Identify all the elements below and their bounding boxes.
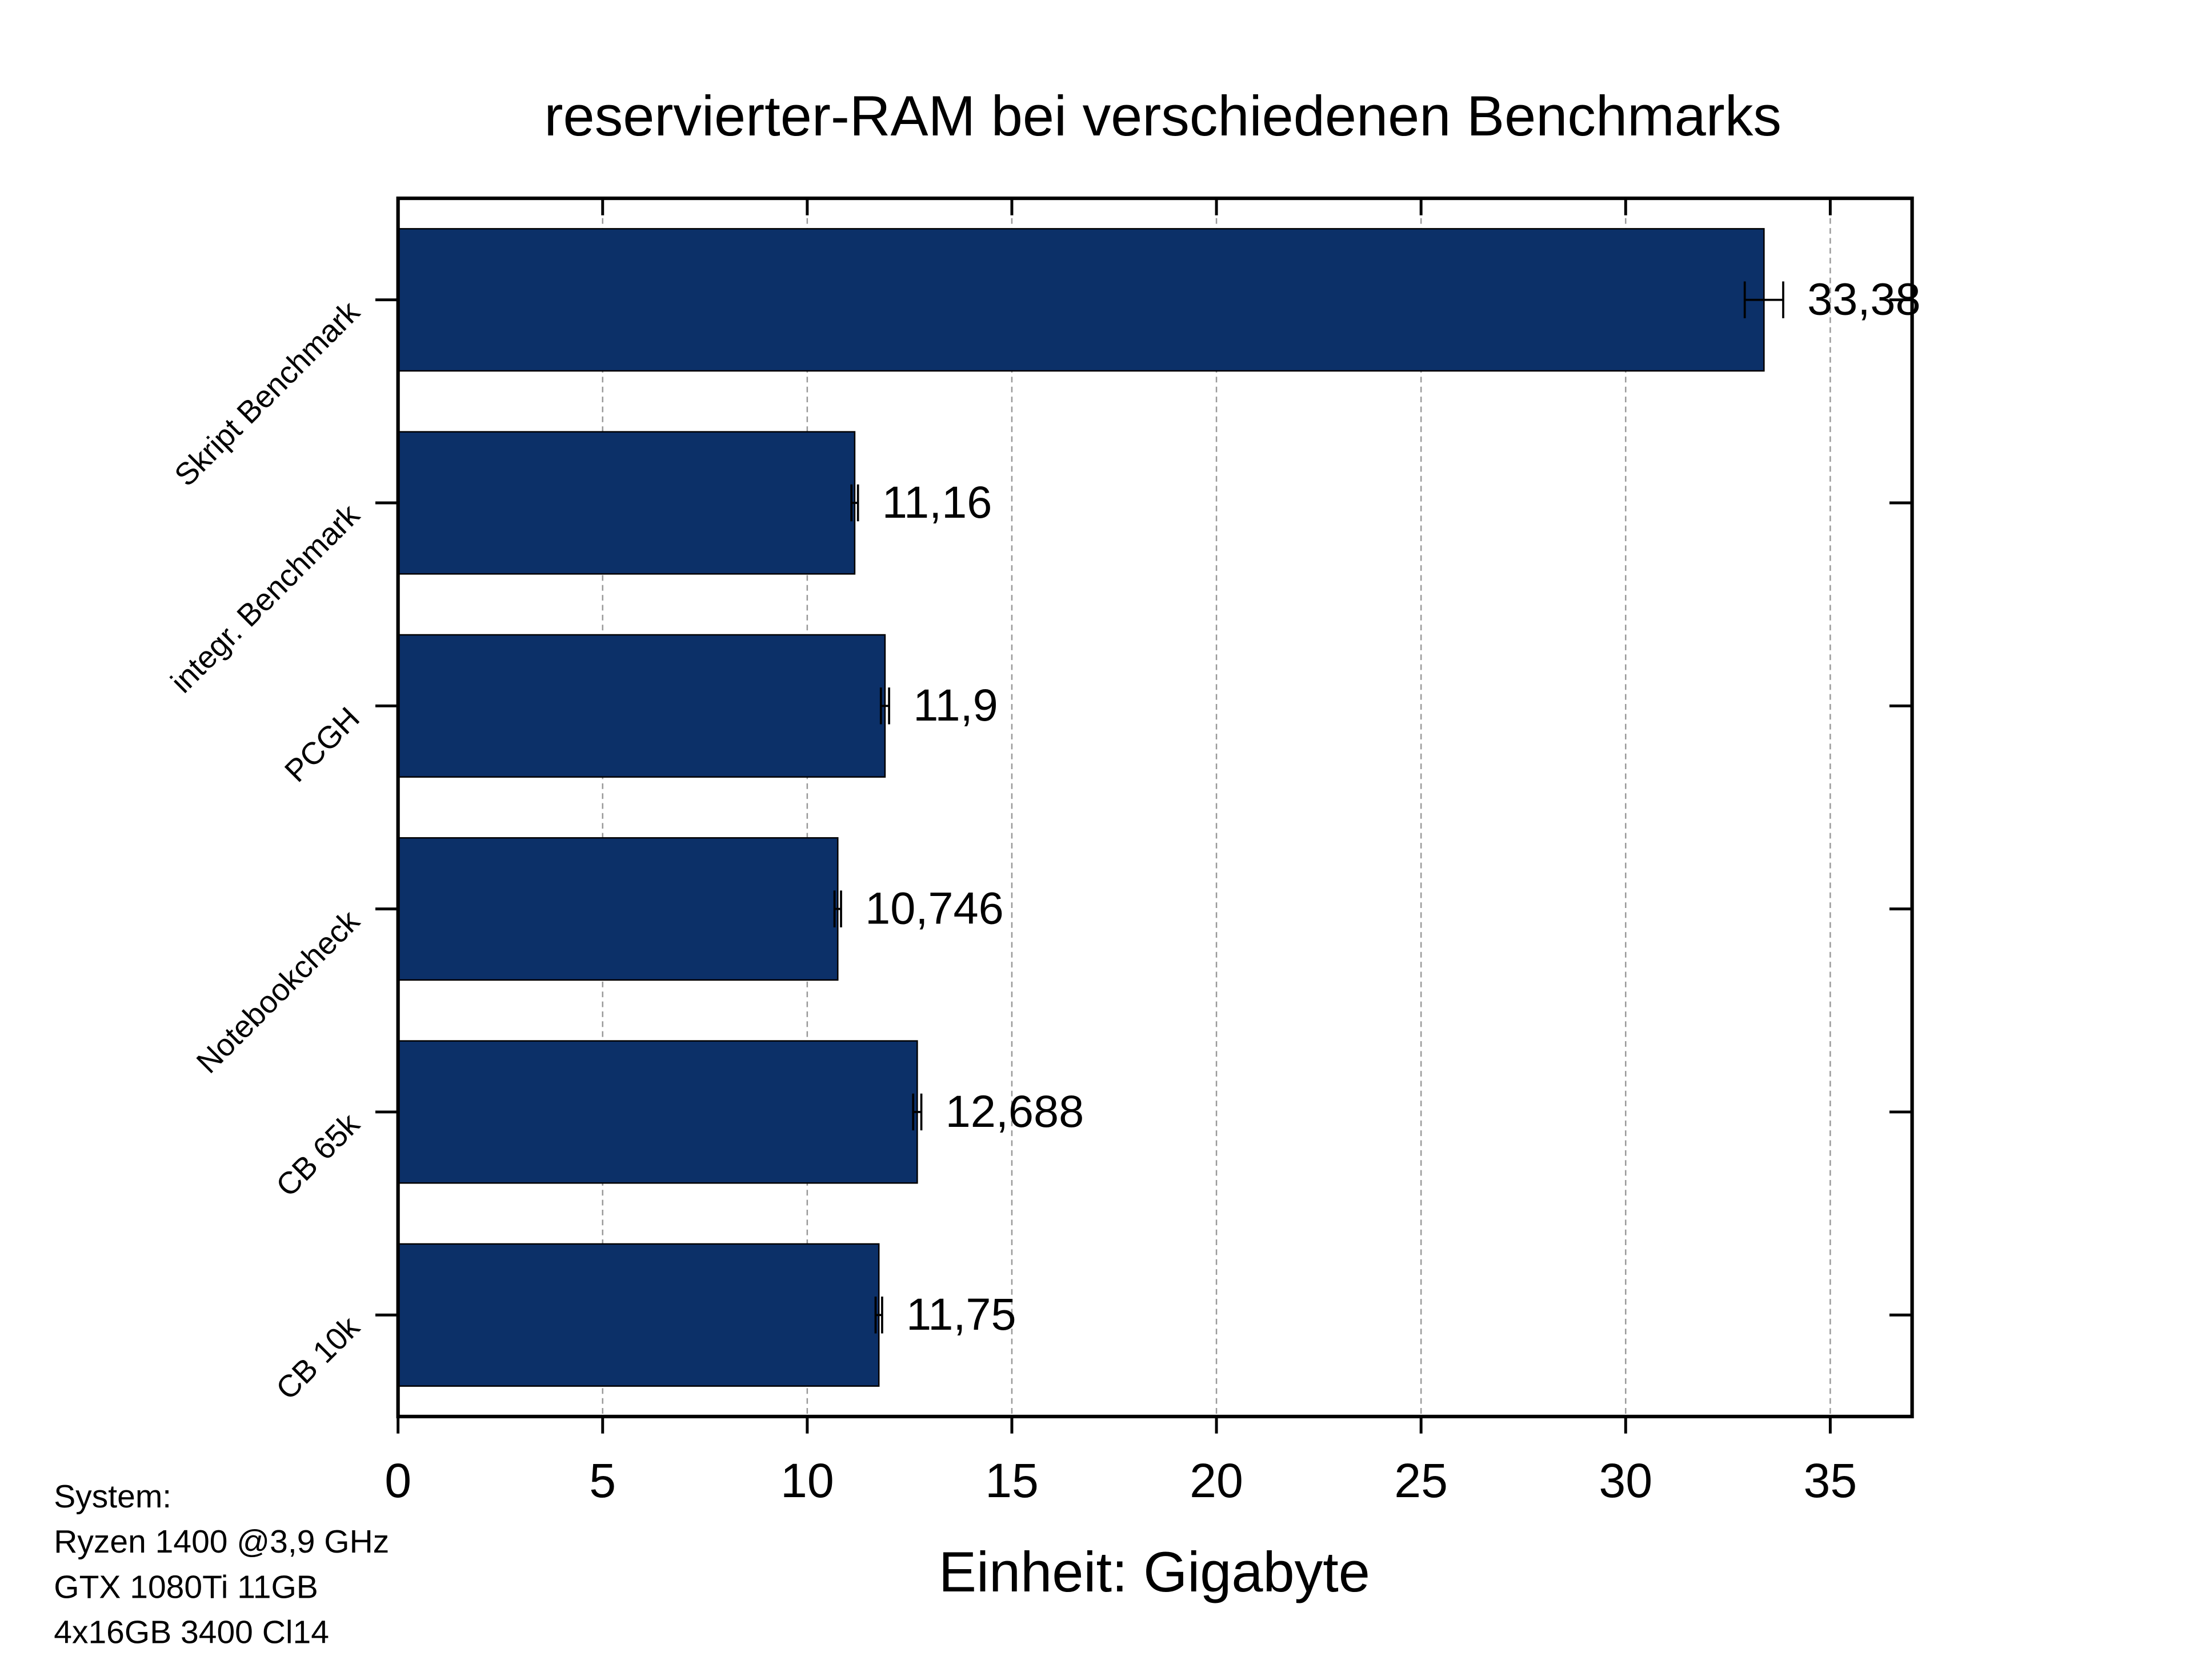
x-axis-label: Einheit: Gigabyte — [939, 1541, 1370, 1604]
x-tick-label: 15 — [985, 1454, 1039, 1507]
data-label: 10,746 — [865, 883, 1004, 934]
bar — [397, 431, 856, 575]
data-label: 11,75 — [906, 1289, 1016, 1339]
data-label: 12,688 — [946, 1086, 1084, 1137]
plot-frame — [396, 196, 1914, 1419]
x-tick-label: 35 — [1804, 1454, 1857, 1507]
bar — [397, 1040, 918, 1184]
annotation: 4x16GB 3400 Cl14 — [54, 1614, 329, 1651]
data-label: 11,16 — [882, 477, 992, 527]
bar — [397, 837, 839, 981]
x-tick-label: 0 — [385, 1454, 411, 1507]
bar — [397, 634, 886, 778]
x-tick-label: 30 — [1599, 1454, 1652, 1507]
bar — [397, 1243, 880, 1387]
chart-title: reservierter-RAM bei verschiedenen Bench… — [545, 85, 1781, 148]
x-tick-label: 20 — [1190, 1454, 1243, 1507]
x-tick-label: 25 — [1394, 1454, 1448, 1507]
x-tick-label: 5 — [589, 1454, 616, 1507]
data-label: 11,9 — [913, 679, 998, 730]
annotation: System: — [54, 1478, 171, 1515]
x-tick-label: 10 — [780, 1454, 834, 1507]
annotation: GTX 1080Ti 11GB — [54, 1569, 318, 1605]
bar — [397, 228, 1765, 372]
annotation: Ryzen 1400 @3,9 GHz — [54, 1523, 389, 1560]
